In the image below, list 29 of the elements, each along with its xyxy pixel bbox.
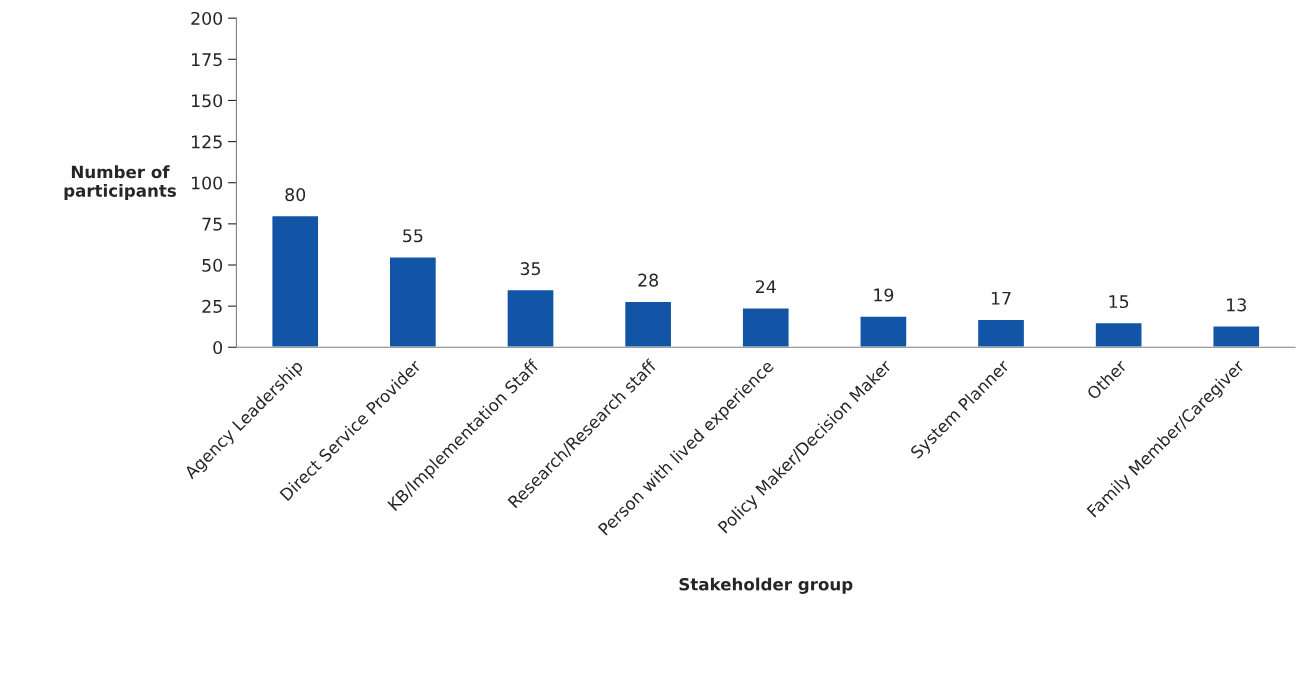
y-tick-label: 25 (202, 299, 222, 313)
y-tick-label: 75 (202, 217, 222, 231)
bar (976, 318, 1026, 348)
y-tick-label: 175 (191, 53, 222, 67)
bar (859, 315, 908, 348)
y-tick-label: 200 (191, 11, 223, 26)
bar (271, 214, 320, 348)
bar (506, 288, 555, 348)
data-label: 15 (1109, 295, 1129, 309)
y-tick-label: 50 (202, 258, 223, 272)
data-label: 24 (755, 280, 776, 294)
x-axis-title: Stakeholder group (679, 577, 853, 594)
y-tick-label: 125 (191, 135, 222, 149)
y-axis-title: Number of participants (64, 165, 176, 201)
y-tick-label: 0 (213, 340, 223, 355)
bar (623, 300, 673, 348)
bar (388, 256, 438, 348)
data-label: 17 (991, 291, 1011, 305)
data-label: 13 (1227, 298, 1246, 312)
data-label: 80 (285, 188, 306, 202)
y-tick-label: 100 (191, 176, 223, 190)
data-label: 55 (403, 229, 423, 243)
bar (1094, 321, 1143, 348)
y-tick-label: 150 (191, 94, 223, 108)
bar (741, 307, 790, 348)
bar (1212, 325, 1261, 348)
data-label: 19 (874, 288, 894, 302)
data-label: 28 (638, 273, 658, 287)
data-label: 35 (520, 262, 541, 276)
